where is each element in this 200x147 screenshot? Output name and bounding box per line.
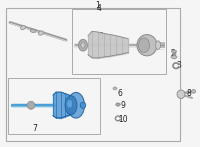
Ellipse shape (171, 56, 177, 59)
Ellipse shape (21, 26, 25, 30)
Ellipse shape (81, 42, 85, 48)
Ellipse shape (78, 39, 88, 51)
Text: 4: 4 (97, 4, 101, 13)
Text: 2: 2 (171, 50, 175, 59)
Ellipse shape (65, 96, 77, 115)
Ellipse shape (172, 50, 177, 53)
Ellipse shape (156, 41, 160, 50)
Text: 6: 6 (118, 89, 122, 98)
Ellipse shape (116, 103, 120, 106)
Ellipse shape (137, 35, 157, 56)
Ellipse shape (113, 87, 117, 90)
Ellipse shape (177, 90, 185, 98)
Text: 10: 10 (118, 115, 128, 124)
Ellipse shape (30, 29, 36, 33)
Text: 5: 5 (99, 32, 103, 41)
Bar (6, 8, 180, 141)
Ellipse shape (67, 100, 72, 108)
Ellipse shape (68, 92, 84, 118)
Bar (72, 9, 166, 74)
Ellipse shape (138, 38, 150, 52)
Text: 8: 8 (187, 89, 191, 98)
Text: 1: 1 (96, 1, 100, 10)
Ellipse shape (192, 90, 196, 93)
Bar (8, 78, 100, 134)
Text: 3: 3 (177, 61, 181, 70)
Ellipse shape (80, 102, 86, 108)
Ellipse shape (27, 101, 35, 109)
Text: 7: 7 (33, 124, 37, 133)
Ellipse shape (39, 31, 43, 35)
Text: 9: 9 (121, 101, 125, 110)
